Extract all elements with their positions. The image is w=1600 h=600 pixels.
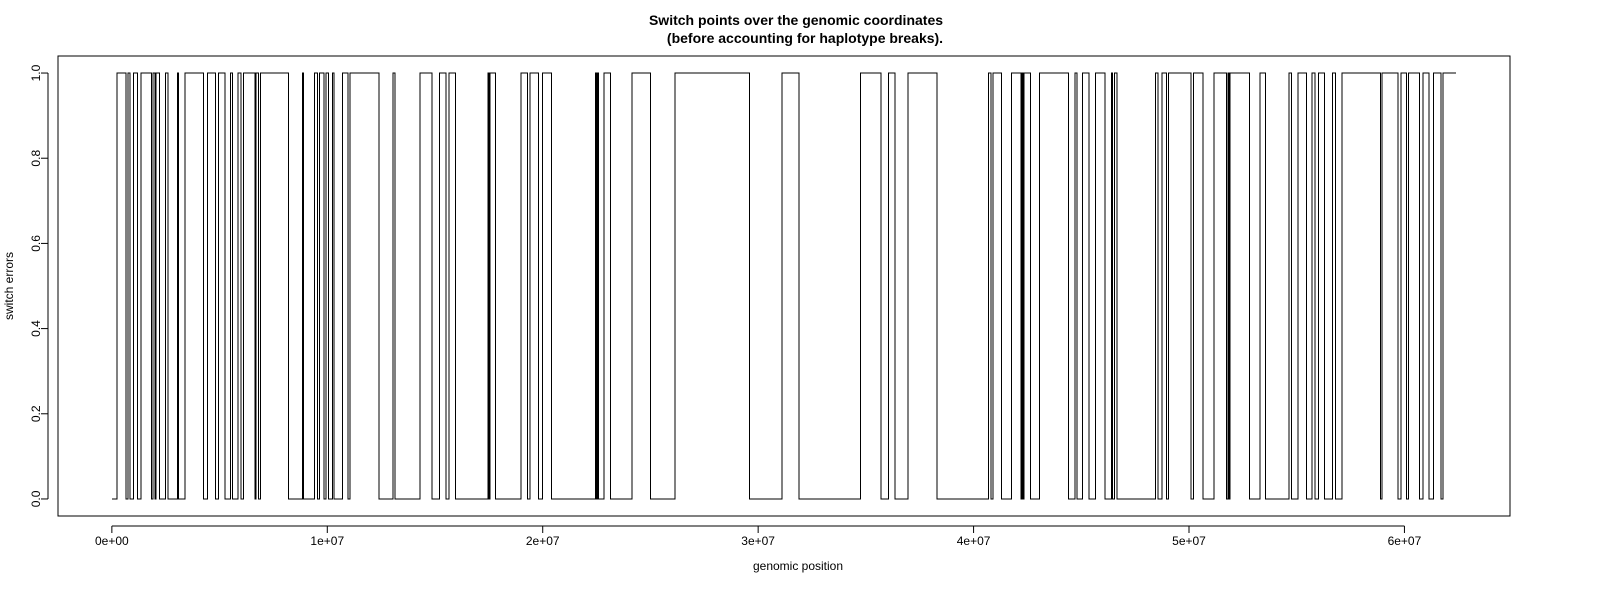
switch-step-line: [111, 72, 1457, 500]
x-axis-label: genomic position: [753, 559, 843, 573]
chart-title-line-1: Switch points over the genomic coordinat…: [649, 12, 943, 28]
x-tick-label: 0e+00: [95, 534, 129, 548]
y-tick-label: 0.2: [29, 405, 43, 422]
x-tick-label: 5e+07: [1172, 534, 1206, 548]
x-tick-label: 1e+07: [310, 534, 344, 548]
y-tick-label: 0.0: [29, 490, 43, 507]
chart-title-line-2: (before accounting for haplotype breaks)…: [667, 30, 943, 46]
plot-frame: [57, 55, 1511, 517]
y-tick-label: 0.6: [29, 235, 43, 252]
y-tick-label: 0.8: [29, 150, 43, 167]
y-axis-label: switch errors: [2, 252, 16, 320]
switch-errors-series: [111, 72, 1457, 500]
x-axis: 0e+00 1e+07 2e+07 3e+07 4e+07 5e+07 6e+07: [95, 525, 1422, 548]
y-tick-label: 1.0: [29, 64, 43, 81]
x-tick-label: 6e+07: [1388, 534, 1422, 548]
x-tick-label: 3e+07: [741, 534, 775, 548]
chart-title: Switch points over the genomic coordinat…: [649, 12, 943, 46]
x-tick-label: 4e+07: [957, 534, 991, 548]
x-tick-label: 2e+07: [526, 534, 560, 548]
y-tick-label: 0.4: [29, 320, 43, 337]
y-axis: 0.0 0.2 0.4 0.6 0.8 1.0: [29, 64, 49, 507]
